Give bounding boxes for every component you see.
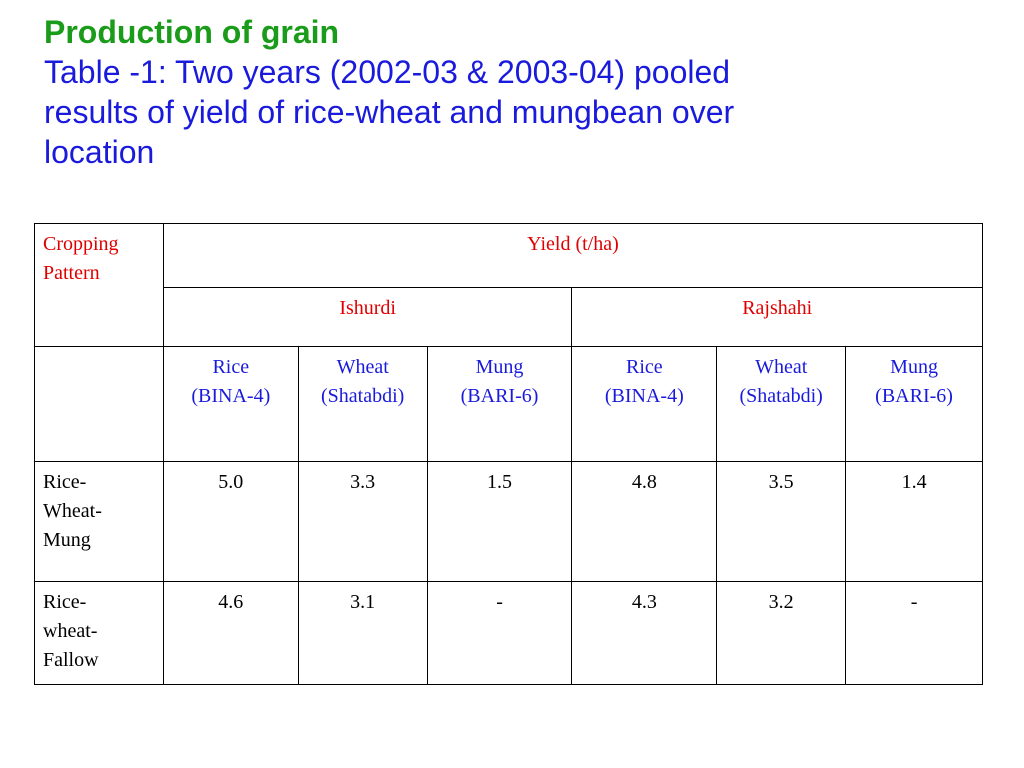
header-crop: Wheat (Shatabdi)	[297, 346, 428, 462]
table-caption-line-2: results of yield of rice-wheat and mungb…	[44, 94, 735, 130]
table-header-row-yield: Cropping Pattern Yield (t/ha)	[34, 223, 984, 347]
header-crop-line-1: Wheat	[336, 356, 389, 378]
pattern-line: wheat-	[43, 620, 98, 642]
yield-value-cell: 1.4	[845, 461, 983, 582]
table-caption-line-1: Table -1: Two years (2002-03 & 2003-04) …	[44, 54, 731, 90]
header-empty-cell	[34, 346, 164, 462]
table-row: Rice- wheat- Fallow 4.6 3.1 - 4.3 3.2 -	[34, 581, 983, 685]
yield-value-cell: 4.6	[162, 581, 299, 685]
header-yield: Yield (t/ha)	[162, 223, 984, 288]
header-crop-line-2: (BINA-4)	[191, 385, 271, 407]
row-cropping-pattern: Rice- wheat- Fallow	[34, 581, 164, 685]
yield-value-cell: 3.3	[297, 461, 428, 582]
header-crop-line-2: (BINA-4)	[604, 385, 684, 407]
yield-value-cell: 3.2	[716, 581, 847, 685]
header-crop: Wheat (Shatabdi)	[716, 346, 847, 462]
header-location-ishurdi: Ishurdi	[162, 287, 573, 347]
header-crop-line-1: Mung	[475, 356, 524, 378]
row-cropping-pattern: Rice- Wheat- Mung	[34, 461, 164, 582]
yield-value-cell: 4.8	[571, 461, 718, 582]
slide-title: Production of grain	[44, 14, 340, 50]
table-row: Rice- Wheat- Mung 5.0 3.3 1.5 4.8 3.5 1.…	[34, 461, 983, 582]
header-crop: Rice (BINA-4)	[162, 346, 299, 462]
yield-value-cell: -	[426, 581, 573, 685]
pattern-line: Fallow	[43, 649, 99, 671]
header-cropping-pattern-line-2: Pattern	[43, 262, 100, 284]
header-crop: Rice (BINA-4)	[571, 346, 718, 462]
table-header-row-crop: Rice (BINA-4) Wheat (Shatabdi) Mung (BAR…	[34, 346, 983, 462]
yield-value-cell: 4.3	[571, 581, 718, 685]
yield-value-cell: 3.5	[716, 461, 847, 582]
yield-table: Cropping Pattern Yield (t/ha) Ishurdi Ra…	[34, 223, 984, 685]
pattern-line: Rice-	[43, 591, 87, 613]
header-cropping-pattern-line-1: Cropping	[43, 233, 119, 255]
header-crop: Mung (BARI-6)	[845, 346, 983, 462]
header-crop-line-1: Rice	[212, 356, 250, 378]
table-header-row-location: Ishurdi Rajshahi	[35, 287, 983, 347]
header-crop-line-2: (Shatabdi)	[321, 385, 405, 407]
header-crop-line-1: Rice	[625, 356, 663, 378]
pattern-line: Wheat-	[43, 500, 102, 522]
yield-value-cell: 1.5	[426, 461, 573, 582]
pattern-line: Rice-	[43, 471, 87, 493]
header-crop-line-2: (BARI-6)	[875, 385, 953, 407]
header-crop-line-2: (Shatabdi)	[739, 385, 823, 407]
pattern-line: Mung	[43, 529, 91, 551]
yield-value-cell: 5.0	[162, 461, 299, 582]
table-caption-line-3: location	[44, 134, 155, 170]
header-crop: Mung (BARI-6)	[426, 346, 573, 462]
yield-value-cell: -	[845, 581, 983, 685]
header-cropping-pattern: Cropping Pattern	[34, 223, 164, 347]
header-crop-line-1: Mung	[890, 356, 938, 378]
yield-value-cell: 3.1	[297, 581, 428, 685]
header-crop-line-2: (BARI-6)	[460, 385, 539, 407]
header-crop-line-1: Wheat	[755, 356, 808, 378]
slide-heading: Production of grain Table -1: Two years …	[44, 12, 1004, 172]
header-location-rajshahi: Rajshahi	[571, 287, 983, 347]
